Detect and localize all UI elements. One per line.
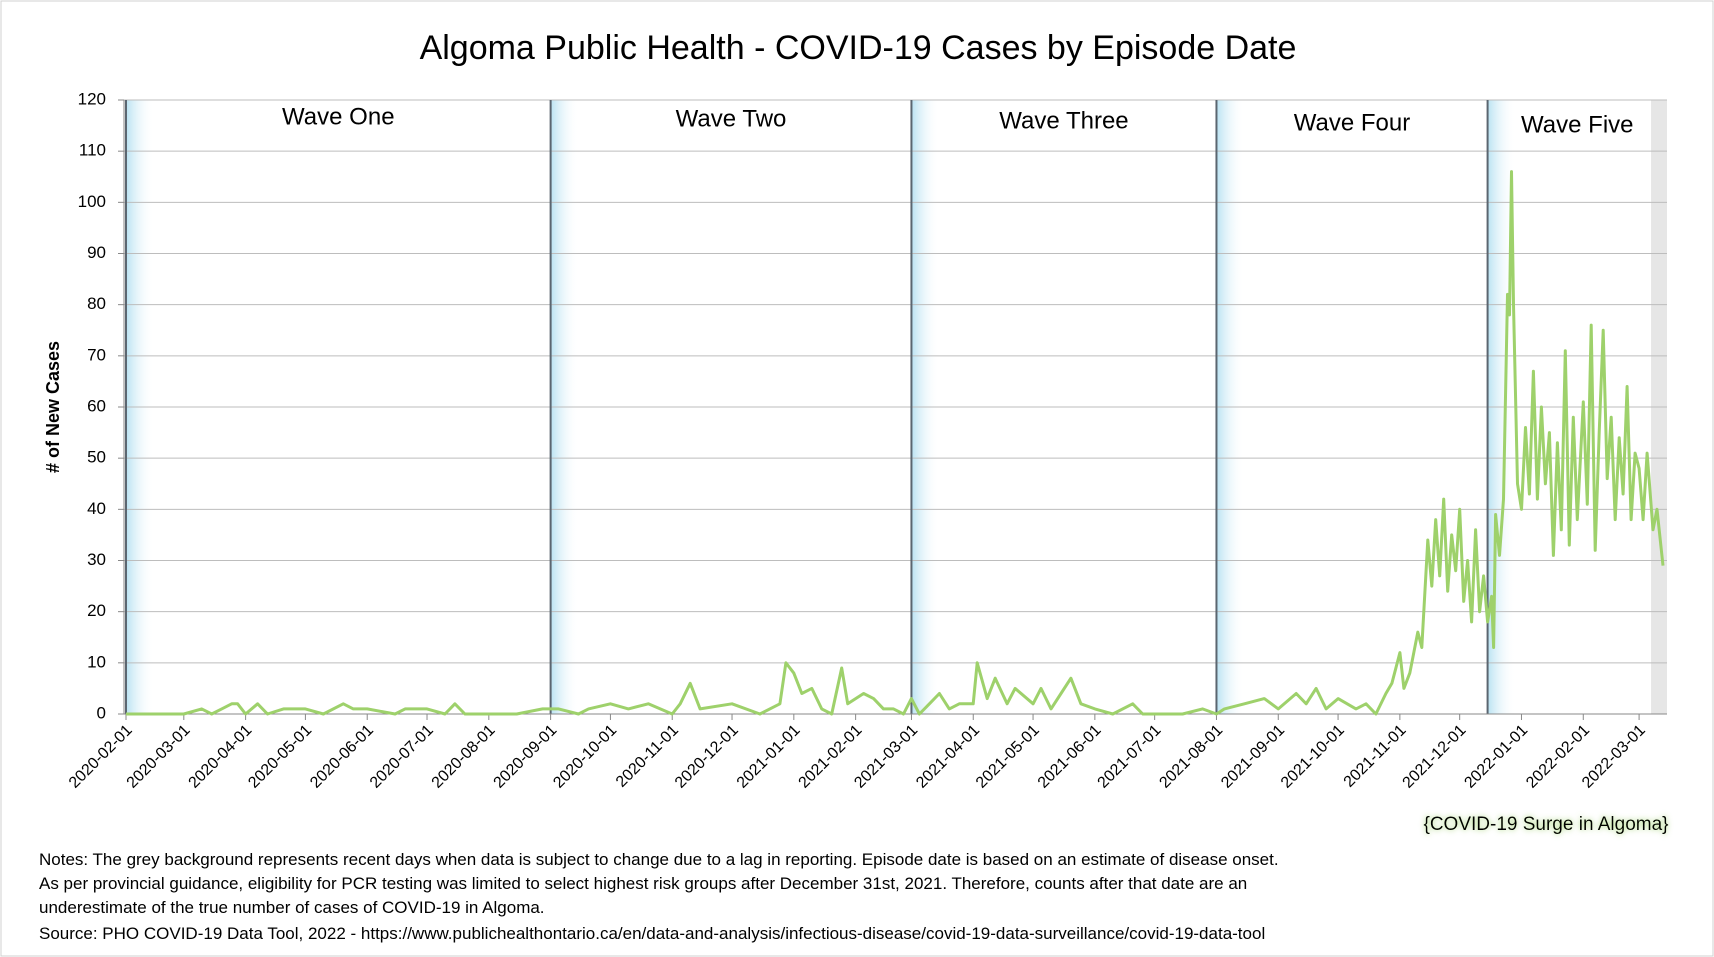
data-line (126, 170, 1665, 716)
x-tick-label: 2020-04-01 (186, 722, 256, 792)
x-tick-label: 2021-09-01 (1218, 722, 1288, 792)
x-tick-label: 2021-01-01 (734, 722, 804, 792)
x-tick-label: 2021-10-01 (1278, 722, 1348, 792)
wave-label: Wave Two (676, 105, 787, 132)
y-tick-label: 90 (87, 243, 106, 262)
chart-title: Algoma Public Health - COVID-19 Cases by… (420, 29, 1297, 67)
note: As per provincial guidance, eligibility … (39, 874, 1248, 893)
y-tick-label: 50 (87, 448, 106, 467)
x-tick-label: 2021-05-01 (973, 722, 1043, 792)
y-tick-label: 70 (87, 345, 106, 364)
annotation: {COVID-19 Surge in Algoma} (1423, 814, 1668, 835)
y-tick-label: 100 (78, 192, 106, 211)
y-tick-label: 0 (97, 703, 106, 722)
x-tick-label: 2020-10-01 (550, 722, 620, 792)
x-tick-label: 2021-08-01 (1156, 722, 1226, 792)
y-tick-label: 40 (87, 499, 106, 518)
wave-label: Wave Five (1521, 111, 1633, 138)
x-tick-label: 2021-12-01 (1400, 722, 1470, 792)
x-tick-label: 2020-09-01 (491, 722, 561, 792)
y-tick-label: 110 (79, 141, 106, 160)
note: Notes: The grey background represents re… (39, 850, 1279, 869)
x-tick-label: 2020-07-01 (367, 722, 437, 792)
note: Source: PHO COVID-19 Data Tool, 2022 - h… (39, 924, 1266, 943)
x-tick-label: 2022-01-01 (1461, 722, 1531, 792)
x-tick-label: 2020-03-01 (124, 722, 194, 792)
x-tick-label: 2021-06-01 (1035, 722, 1105, 792)
y-axis-label: # of New Cases (43, 341, 63, 473)
y-tick-label: 10 (87, 652, 106, 671)
x-tick-label: 2020-05-01 (245, 722, 315, 792)
x-tick-label: 2020-12-01 (672, 722, 742, 792)
note: underestimate of the true number of case… (39, 898, 545, 917)
wave-label: Wave Four (1294, 109, 1410, 136)
x-tick-label: 2020-08-01 (429, 722, 499, 792)
x-tick-label: 2020-06-01 (307, 722, 377, 792)
plot-area: 01020304050607080901001101202020-02-0120… (66, 89, 1667, 792)
y-tick-label: 120 (78, 89, 106, 108)
x-tick-label: 2021-07-01 (1095, 722, 1165, 792)
y-tick-label: 30 (87, 550, 106, 569)
y-tick-label: 60 (87, 396, 106, 415)
wave-label: Wave Three (999, 107, 1128, 134)
x-tick-label: 2021-04-01 (913, 722, 983, 792)
y-tick-label: 20 (87, 601, 106, 620)
wave-label: Wave One (282, 103, 395, 130)
y-tick-label: 80 (87, 294, 106, 313)
